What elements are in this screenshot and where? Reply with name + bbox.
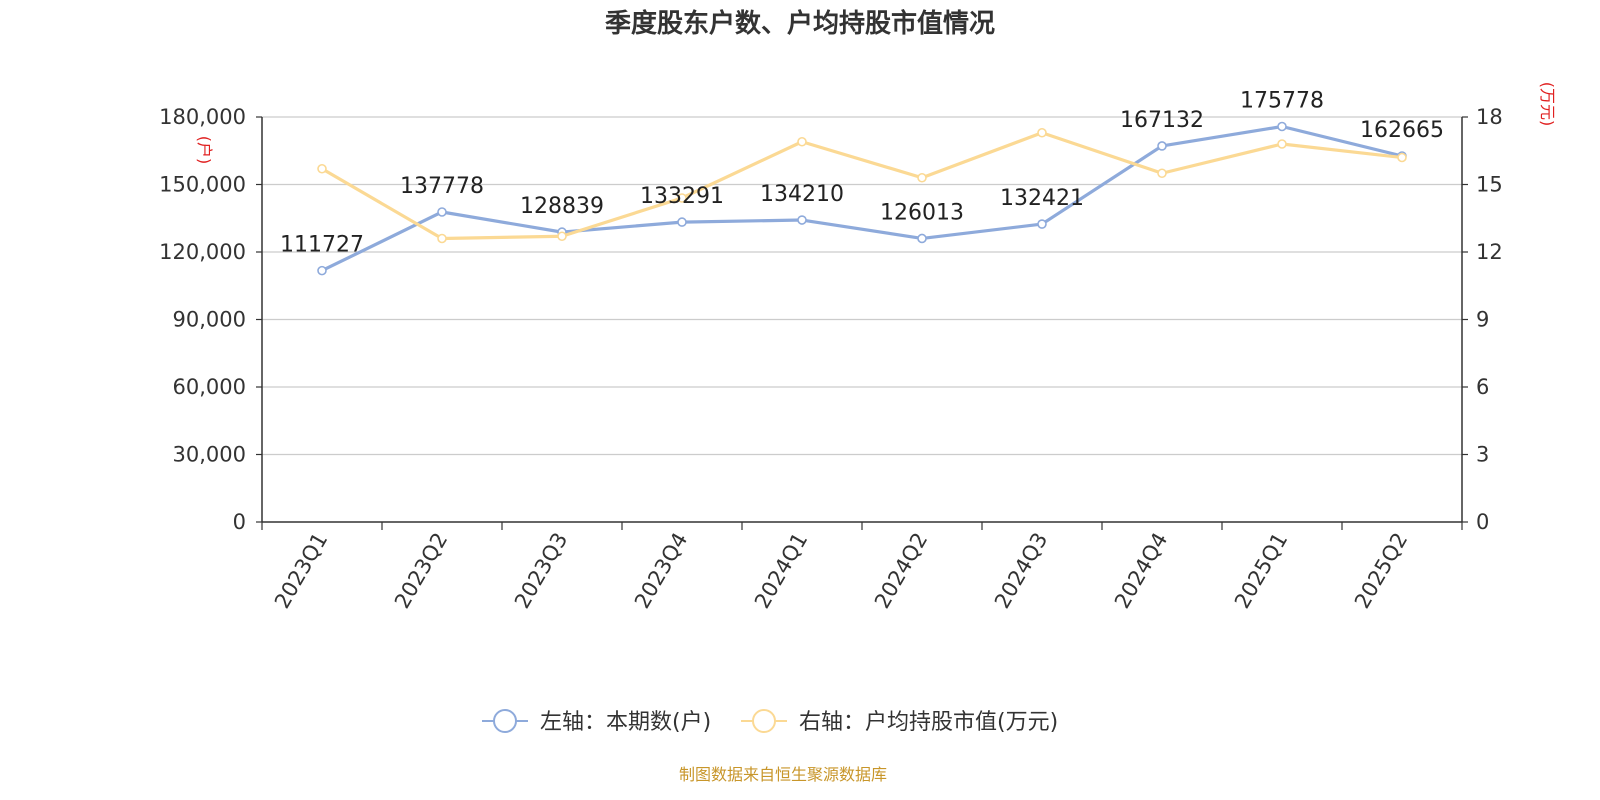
x-axis-tick-label: 2024Q1 — [750, 529, 812, 613]
data-label: 175778 — [1240, 88, 1324, 113]
data-point-shareholders[interactable] — [677, 217, 687, 227]
x-axis-tick-label: 2025Q1 — [1230, 529, 1292, 613]
data-label: 126013 — [880, 200, 964, 225]
grid-layer — [262, 116, 1462, 456]
right-axis-tick-label: 15 — [1476, 173, 1503, 197]
source-note: 制图数据来自恒生聚源数据库 — [679, 765, 887, 784]
data-point-shareholders[interactable] — [317, 265, 327, 276]
legend-label-left-series: 左轴：本期数(户) — [540, 710, 711, 735]
data-label: 111727 — [280, 233, 364, 258]
data-label-layer: 111727 137778 128839 133291 134210 126013 1324… — [280, 88, 1444, 257]
left-axis-tick-label: 60,000 — [173, 375, 246, 399]
legend: 左轴：本期数(户) 右轴：户均持股市值(万元) — [482, 709, 1058, 735]
right-axis-tick-label: 9 — [1476, 308, 1489, 332]
data-point-shareholders[interactable] — [797, 215, 807, 225]
left-axis-tick-label: 150,000 — [159, 173, 246, 197]
data-label: 133291 — [640, 184, 724, 209]
left-axis-tick-label: 120,000 — [159, 240, 246, 264]
x-axis-tick-label: 2023Q3 — [510, 529, 572, 613]
data-label: 167132 — [1120, 108, 1204, 133]
data-point-shareholders[interactable] — [437, 207, 447, 217]
data-point-avg-market-value[interactable] — [1157, 168, 1167, 179]
left-axis-tick-label: 0 — [233, 510, 246, 534]
data-point-avg-market-value[interactable] — [1277, 139, 1287, 149]
x-axis-tick-label: 2024Q3 — [990, 529, 1052, 613]
data-point-avg-market-value[interactable] — [1397, 152, 1407, 163]
x-axis-tick-label: 2023Q2 — [390, 529, 452, 613]
left-axis-tick-label: 90,000 — [173, 308, 246, 332]
data-label: 162665 — [1360, 118, 1444, 143]
data-point-shareholders[interactable] — [917, 233, 927, 244]
data-point-avg-market-value[interactable] — [917, 172, 927, 183]
data-point-avg-market-value[interactable] — [557, 231, 567, 242]
series-layer — [317, 121, 1407, 276]
data-label: 134210 — [760, 182, 844, 207]
data-point-avg-market-value[interactable] — [317, 163, 327, 174]
right-axis-tick-label: 6 — [1476, 375, 1489, 399]
left-axis-tick-label: 30,000 — [173, 443, 246, 467]
data-point-avg-market-value[interactable] — [437, 233, 447, 244]
x-axis-tick-label: 2023Q1 — [270, 529, 332, 613]
data-label: 128839 — [520, 194, 604, 219]
data-point-shareholders[interactable] — [1037, 219, 1047, 229]
series-line-shareholders — [321, 124, 1403, 273]
right-axis-tick-label: 12 — [1476, 240, 1503, 264]
data-point-avg-market-value[interactable] — [1037, 127, 1047, 138]
legend-label-right-series: 右轴：户均持股市值(万元) — [799, 710, 1058, 735]
right-axis-tick-label: 3 — [1476, 443, 1489, 467]
x-axis-tick-label: 2025Q2 — [1350, 529, 1412, 613]
right-axis-tick-label: 0 — [1476, 510, 1489, 534]
data-label: 132421 — [1000, 186, 1084, 211]
right-axis-unit: (万元) — [1538, 82, 1557, 127]
legend-circle-icon — [493, 709, 517, 733]
data-point-avg-market-value[interactable] — [677, 193, 687, 203]
series-line-avg-market-value — [321, 131, 1403, 241]
left-axis-unit: (户) — [195, 136, 214, 165]
data-point-shareholders[interactable] — [1157, 141, 1167, 151]
right-axis-tick-label: 18 — [1476, 105, 1503, 129]
data-label: 137778 — [400, 174, 484, 199]
x-axis-tick-label: 2024Q4 — [1110, 529, 1172, 613]
data-point-shareholders[interactable] — [1277, 121, 1287, 132]
x-axis-tick-label: 2024Q2 — [870, 529, 932, 613]
data-point-avg-market-value[interactable] — [797, 136, 807, 147]
legend-circle-icon — [752, 709, 776, 733]
left-axis-tick-label: 180,000 — [159, 105, 246, 129]
legend-item-left-series[interactable]: 左轴：本期数(户) — [482, 709, 711, 735]
legend-item-right-series[interactable]: 右轴：户均持股市值(万元) — [741, 709, 1058, 735]
chart-title: 季度股东户数、户均持股市值情况 — [605, 8, 995, 39]
x-axis-tick-label: 2023Q4 — [630, 529, 692, 613]
